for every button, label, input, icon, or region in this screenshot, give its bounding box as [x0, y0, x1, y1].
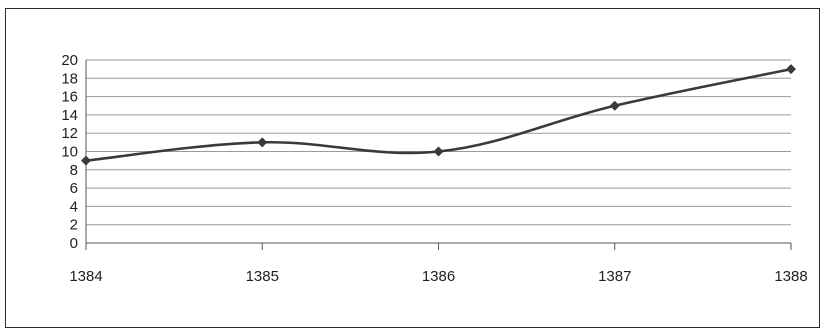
data-point-marker — [257, 137, 268, 148]
data-point-marker — [433, 146, 444, 157]
y-tick-label: 18 — [61, 70, 78, 87]
data-point-marker — [81, 155, 91, 166]
y-tick-label: 6 — [70, 180, 78, 197]
y-tick-label: 14 — [61, 107, 78, 124]
y-tick-label: 2 — [70, 217, 78, 234]
y-tick-label: 16 — [61, 89, 78, 106]
y-tick-label: 20 — [61, 52, 78, 69]
y-tick-label: 12 — [61, 125, 78, 142]
chart-frame — [5, 8, 820, 328]
data-point-marker — [609, 100, 620, 111]
x-tick-label: 1384 — [69, 268, 102, 285]
series-group — [81, 64, 796, 166]
x-tick-label: 1385 — [246, 268, 279, 285]
y-tick-label: 4 — [70, 198, 78, 215]
y-tick-label: 8 — [70, 162, 78, 179]
y-tick-label: 0 — [70, 235, 78, 252]
y-tick-label: 10 — [61, 144, 78, 161]
x-tick-label: 1386 — [422, 268, 455, 285]
gridlines — [86, 59, 791, 226]
data-point-marker — [786, 64, 796, 75]
x-axis-ticks: 1384 1385 1386 1387 1388 — [69, 243, 808, 285]
x-tick-label: 1388 — [774, 268, 807, 285]
x-tick-label: 1387 — [598, 268, 631, 285]
